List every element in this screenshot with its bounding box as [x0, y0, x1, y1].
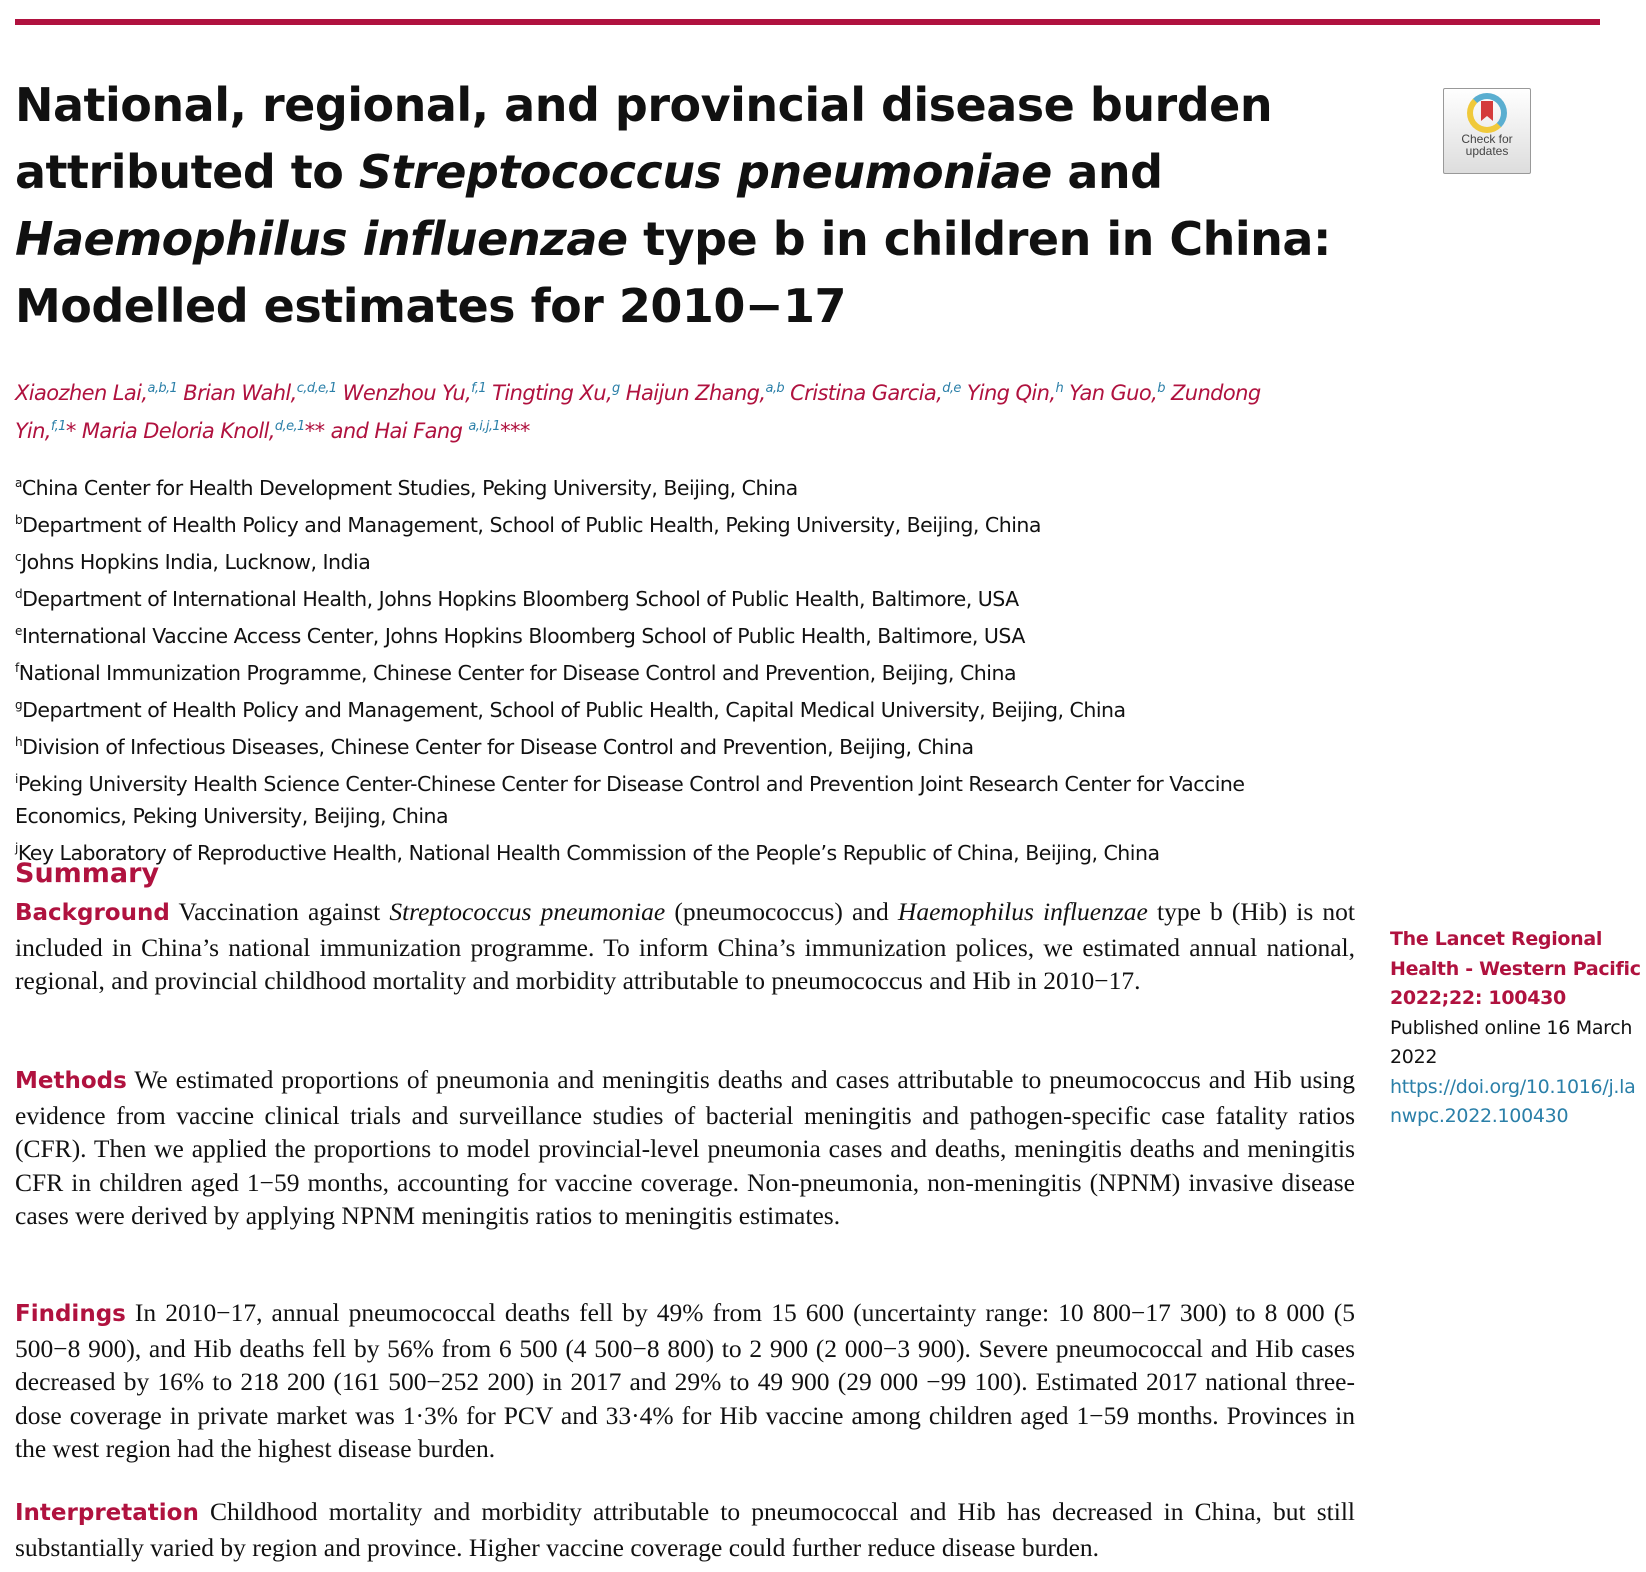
- affiliation-text: Key Laboratory of Reproductive Health, N…: [17, 841, 1160, 866]
- author-affiliation-marks: a,i,j,1: [468, 419, 501, 434]
- affiliation-key: d: [15, 587, 23, 602]
- affiliation-key: j: [15, 841, 18, 856]
- author-affiliation-marks: g: [612, 381, 620, 396]
- affiliation-text: International Vaccine Access Center, Joh…: [21, 623, 1025, 648]
- journal-sidebar: The Lancet Regional Health - Western Pac…: [1390, 925, 1646, 1132]
- affiliations: aChina Center for Health Development Stu…: [15, 467, 1355, 870]
- author-name[interactable]: ***: [500, 419, 530, 443]
- author-affiliation-marks: d,e,1: [274, 419, 305, 434]
- affiliation: fNational Immunization Programme, Chines…: [15, 652, 1355, 689]
- check-for-updates-button[interactable]: Check for updates: [1443, 88, 1531, 174]
- author-affiliation-marks: c,d,e,1: [296, 381, 337, 396]
- affiliation-key: a: [15, 476, 22, 490]
- abstract-background: Background Vaccination against Streptoco…: [15, 897, 1355, 995]
- affiliation: jKey Laboratory of Reproductive Health, …: [15, 832, 1355, 869]
- affiliation-text: Division of Infectious Diseases, Chinese…: [22, 735, 974, 760]
- paper-title: National, regional, and provincial disea…: [15, 78, 1331, 333]
- affiliation-key: i: [15, 772, 18, 787]
- author-name[interactable]: Yan Guo,: [1063, 381, 1158, 405]
- author-name[interactable]: Brian Wahl,: [177, 381, 297, 405]
- author-affiliation-marks: a,b,1: [147, 381, 178, 396]
- affiliation: bDepartment of Health Policy and Managem…: [15, 504, 1355, 541]
- author-name[interactable]: Tingting Xu,: [486, 381, 613, 405]
- author-name[interactable]: ** and Hai Fang: [304, 419, 469, 443]
- affiliation-text: China Center for Health Development Stud…: [21, 475, 798, 500]
- author-name[interactable]: Ying Qin,: [960, 381, 1056, 405]
- affiliation-key: g: [15, 698, 23, 713]
- updates-label: updates: [1465, 144, 1509, 158]
- affiliation-key: f: [15, 661, 19, 676]
- affiliation-text: Department of Health Policy and Manageme…: [22, 698, 1126, 723]
- author-affiliation-marks: f,1: [471, 381, 487, 396]
- author-affiliation-marks: h: [1055, 381, 1064, 396]
- affiliation-text: Department of Health Policy and Manageme…: [22, 512, 1041, 537]
- author-name[interactable]: Cristina Garcia,: [784, 381, 943, 405]
- author-affiliation-marks: b: [1157, 381, 1165, 396]
- affiliation-text: Peking University Health Science Center-…: [15, 772, 1245, 829]
- check-label: Check for: [1461, 132, 1513, 146]
- author-name[interactable]: Zundong Yin,: [15, 381, 1261, 443]
- affiliation: hDivision of Infectious Diseases, Chines…: [15, 726, 1355, 763]
- header-rule: [15, 19, 1600, 25]
- affiliation-key: e: [15, 624, 22, 639]
- affiliation-text: Johns Hopkins India, Lucknow, India: [21, 549, 371, 574]
- crossmark-icon: [1467, 93, 1507, 133]
- abstract-methods: Methods We estimated proportions of pneu…: [15, 1065, 1355, 1230]
- affiliation-text: Department of International Health, John…: [22, 586, 1019, 611]
- affiliation-key: h: [15, 735, 23, 750]
- published-date: Published online 16 March 2022: [1390, 1016, 1633, 1069]
- affiliation: cJohns Hopkins India, Lucknow, India: [15, 541, 1355, 578]
- journal-citation: The Lancet Regional Health - Western Pac…: [1390, 928, 1641, 1009]
- affiliation: eInternational Vaccine Access Center, Jo…: [15, 615, 1355, 652]
- affiliation: dDepartment of International Health, Joh…: [15, 578, 1355, 615]
- affiliation-key: b: [15, 513, 23, 528]
- affiliation: aChina Center for Health Development Stu…: [15, 467, 1355, 504]
- affiliation: iPeking University Health Science Center…: [15, 763, 1355, 832]
- author-affiliation-marks: a,b: [765, 381, 785, 396]
- doi-link[interactable]: https://doi.org/10.1016/j.lanwpc.2022.10…: [1390, 1075, 1636, 1128]
- author-name[interactable]: Haijun Zhang,: [619, 381, 766, 405]
- author-name[interactable]: Xiaozhen Lai,: [15, 381, 148, 405]
- author-affiliation-marks: d,e: [942, 381, 961, 396]
- author-name[interactable]: * Maria Deloria Knoll,: [65, 419, 276, 443]
- affiliation-text: National Immunization Programme, Chinese…: [18, 660, 1017, 685]
- abstract-interpretation: Interpretation Childhood mortality and m…: [15, 1497, 1355, 1562]
- abstract-findings: Findings In 2010−17, annual pneumococcal…: [15, 1298, 1355, 1463]
- author-list: Xiaozhen Lai,a,b,1 Brian Wahl,c,d,e,1 We…: [15, 372, 1305, 448]
- affiliation-key: c: [15, 550, 22, 565]
- author-name[interactable]: Wenzhou Yu,: [336, 381, 472, 405]
- summary-heading: Summary: [15, 858, 160, 889]
- author-affiliation-marks: f,1: [50, 419, 67, 434]
- affiliation: gDepartment of Health Policy and Managem…: [15, 689, 1355, 726]
